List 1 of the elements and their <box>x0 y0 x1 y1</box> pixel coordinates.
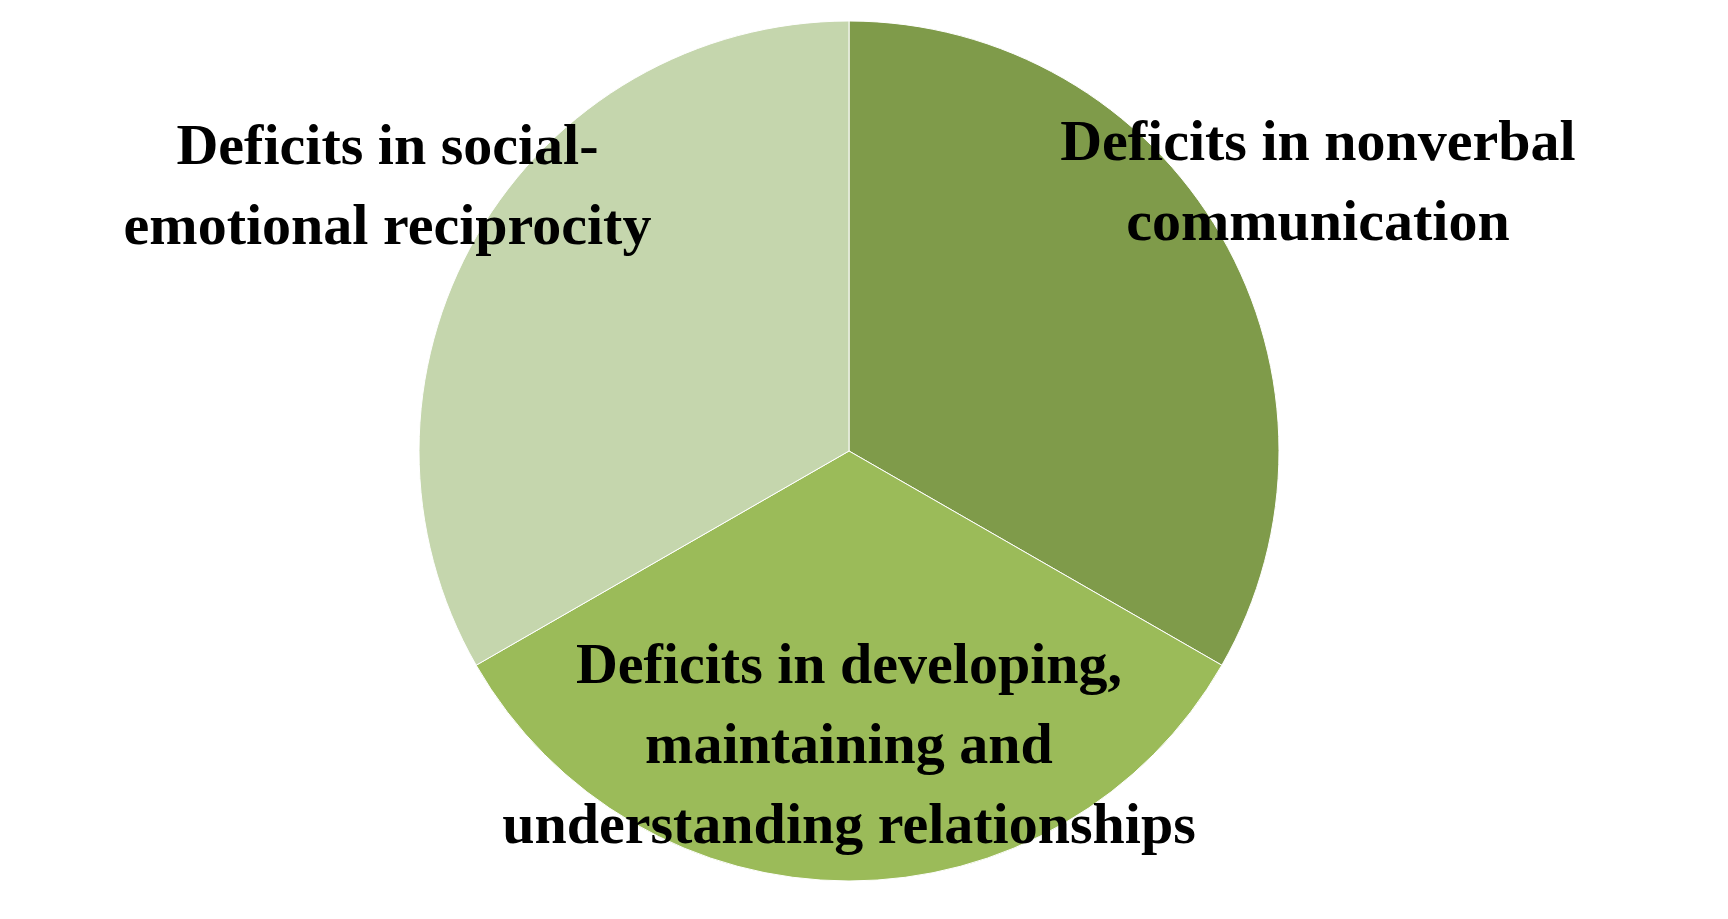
slice-label: Deficits in social-emotional reciprocity <box>123 111 652 257</box>
